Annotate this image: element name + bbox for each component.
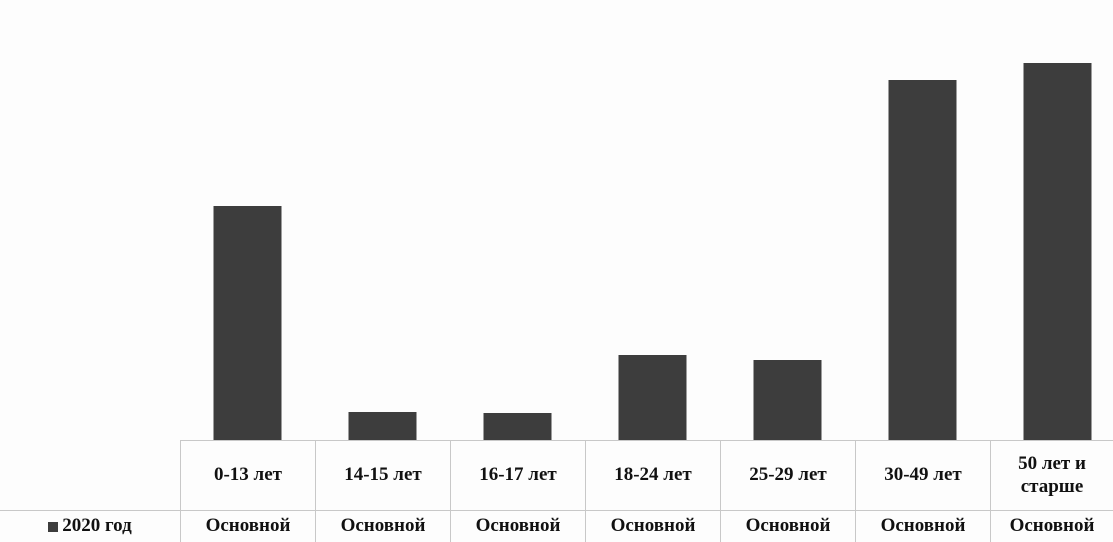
table-cell-text: Основной bbox=[610, 515, 696, 537]
table-cell: Основной bbox=[585, 510, 720, 542]
table-cell-text: Основной bbox=[340, 515, 426, 537]
category-cell: 18-24 лет bbox=[585, 440, 720, 510]
category-cell-text: 0-13 лет bbox=[213, 464, 282, 486]
category-cell-text: 16-17 лет bbox=[479, 464, 557, 486]
category-cell-text: 30-49 лет bbox=[884, 464, 962, 486]
bar bbox=[483, 413, 552, 440]
category-cell: 16-17 лет bbox=[450, 440, 585, 510]
table-cell: Основной bbox=[990, 510, 1113, 542]
category-cell: 50 лет и старше bbox=[990, 440, 1113, 510]
legend-swatch bbox=[48, 521, 59, 532]
bar bbox=[1023, 63, 1092, 440]
category-cell: 25-29 лет bbox=[720, 440, 855, 510]
bar bbox=[618, 355, 687, 440]
table-cell-text: Основной bbox=[745, 515, 831, 537]
table-cell: Основной bbox=[315, 510, 450, 542]
table-cell: Основной bbox=[855, 510, 990, 542]
category-cell-text: 25-29 лет bbox=[749, 464, 827, 486]
table-cell: Основной bbox=[720, 510, 855, 542]
category-cell: 0-13 лет bbox=[180, 440, 315, 510]
table-cell-text: Основной bbox=[475, 515, 561, 537]
table-cell: Основной bbox=[450, 510, 585, 542]
table-cell-text: Основной bbox=[880, 515, 966, 537]
category-cell-text: 18-24 лет bbox=[614, 464, 692, 486]
table-cell-text: Основной bbox=[205, 515, 291, 537]
category-cell: 30-49 лет bbox=[855, 440, 990, 510]
bar bbox=[888, 80, 957, 440]
bar bbox=[213, 206, 282, 440]
legend-label: 2020 год bbox=[62, 515, 132, 537]
bar bbox=[753, 360, 822, 440]
legend-cell: 2020 год bbox=[0, 510, 180, 542]
category-cell-text: 50 лет и старше bbox=[1018, 452, 1086, 497]
table-cell: Основной bbox=[180, 510, 315, 542]
category-cell: 14-15 лет bbox=[315, 440, 450, 510]
table-cell-text: Основной bbox=[1009, 515, 1095, 537]
bar bbox=[348, 412, 417, 440]
category-cell-text: 14-15 лет bbox=[344, 464, 422, 486]
